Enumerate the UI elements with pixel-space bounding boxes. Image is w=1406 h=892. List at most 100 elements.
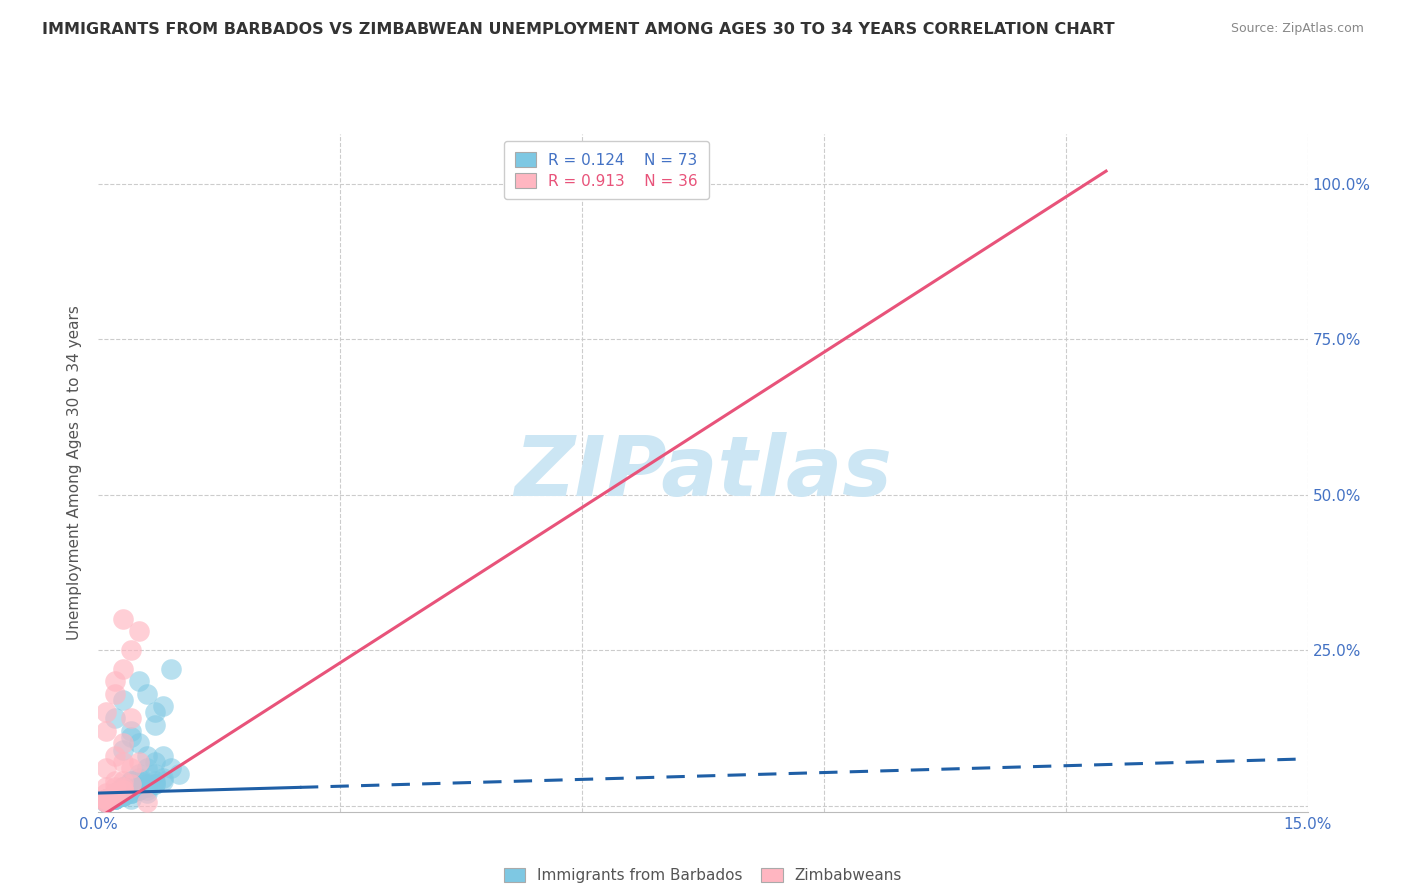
Point — [160, 761, 183, 775]
Point — [111, 783, 134, 797]
Point — [128, 783, 150, 797]
Point — [143, 767, 166, 781]
Y-axis label: Unemployment Among Ages 30 to 34 years: Unemployment Among Ages 30 to 34 years — [67, 305, 83, 640]
Point — [135, 687, 157, 701]
Point — [96, 796, 118, 810]
Point — [135, 780, 157, 794]
Point — [96, 792, 118, 806]
Point — [111, 755, 134, 769]
Point — [103, 792, 125, 806]
Point — [152, 698, 174, 713]
Point — [111, 780, 134, 794]
Point — [96, 796, 118, 810]
Point — [96, 792, 118, 806]
Point — [111, 780, 134, 794]
Point — [120, 773, 142, 788]
Point — [103, 786, 125, 800]
Point — [143, 717, 166, 731]
Point — [103, 792, 125, 806]
Point — [96, 796, 118, 810]
Point — [96, 792, 118, 806]
Point — [120, 723, 142, 738]
Point — [103, 792, 125, 806]
Point — [111, 789, 134, 804]
Point — [160, 662, 183, 676]
Point — [96, 792, 118, 806]
Point — [152, 773, 174, 788]
Point — [135, 780, 157, 794]
Point — [111, 692, 134, 706]
Point — [120, 786, 142, 800]
Point — [103, 789, 125, 804]
Point — [111, 612, 134, 626]
Point — [143, 773, 166, 788]
Point — [96, 796, 118, 810]
Point — [120, 792, 142, 806]
Point — [143, 705, 166, 719]
Point — [96, 796, 118, 810]
Point — [103, 786, 125, 800]
Point — [111, 773, 134, 788]
Point — [103, 786, 125, 800]
Point — [96, 761, 118, 775]
Point — [135, 777, 157, 791]
Point — [111, 662, 134, 676]
Point — [128, 736, 150, 750]
Point — [103, 780, 125, 794]
Point — [152, 748, 174, 763]
Point — [120, 730, 142, 744]
Point — [128, 773, 150, 788]
Point — [120, 777, 142, 791]
Point — [128, 755, 150, 769]
Point — [111, 783, 134, 797]
Point — [128, 783, 150, 797]
Point — [111, 789, 134, 804]
Text: Source: ZipAtlas.com: Source: ZipAtlas.com — [1230, 22, 1364, 36]
Point — [167, 767, 190, 781]
Point — [135, 786, 157, 800]
Point — [96, 723, 118, 738]
Point — [128, 780, 150, 794]
Point — [128, 624, 150, 639]
Point — [120, 783, 142, 797]
Point — [128, 771, 150, 785]
Point — [103, 786, 125, 800]
Point — [96, 792, 118, 806]
Point — [96, 796, 118, 810]
Point — [111, 742, 134, 756]
Point — [111, 780, 134, 794]
Text: ZIPatlas: ZIPatlas — [515, 433, 891, 513]
Point — [135, 783, 157, 797]
Point — [143, 777, 166, 791]
Point — [96, 792, 118, 806]
Point — [103, 786, 125, 800]
Point — [103, 786, 125, 800]
Point — [128, 674, 150, 689]
Point — [120, 711, 142, 725]
Point — [103, 792, 125, 806]
Point — [135, 796, 157, 810]
Point — [120, 773, 142, 788]
Point — [103, 687, 125, 701]
Point — [111, 783, 134, 797]
Point — [128, 780, 150, 794]
Point — [96, 780, 118, 794]
Point — [111, 780, 134, 794]
Point — [143, 755, 166, 769]
Point — [143, 777, 166, 791]
Point — [111, 786, 134, 800]
Point — [111, 789, 134, 804]
Point — [103, 773, 125, 788]
Point — [120, 777, 142, 791]
Point — [120, 643, 142, 657]
Point — [103, 748, 125, 763]
Point — [96, 796, 118, 810]
Point — [96, 796, 118, 810]
Point — [96, 786, 118, 800]
Point — [103, 674, 125, 689]
Point — [103, 789, 125, 804]
Point — [111, 786, 134, 800]
Point — [96, 792, 118, 806]
Point — [120, 786, 142, 800]
Point — [111, 736, 134, 750]
